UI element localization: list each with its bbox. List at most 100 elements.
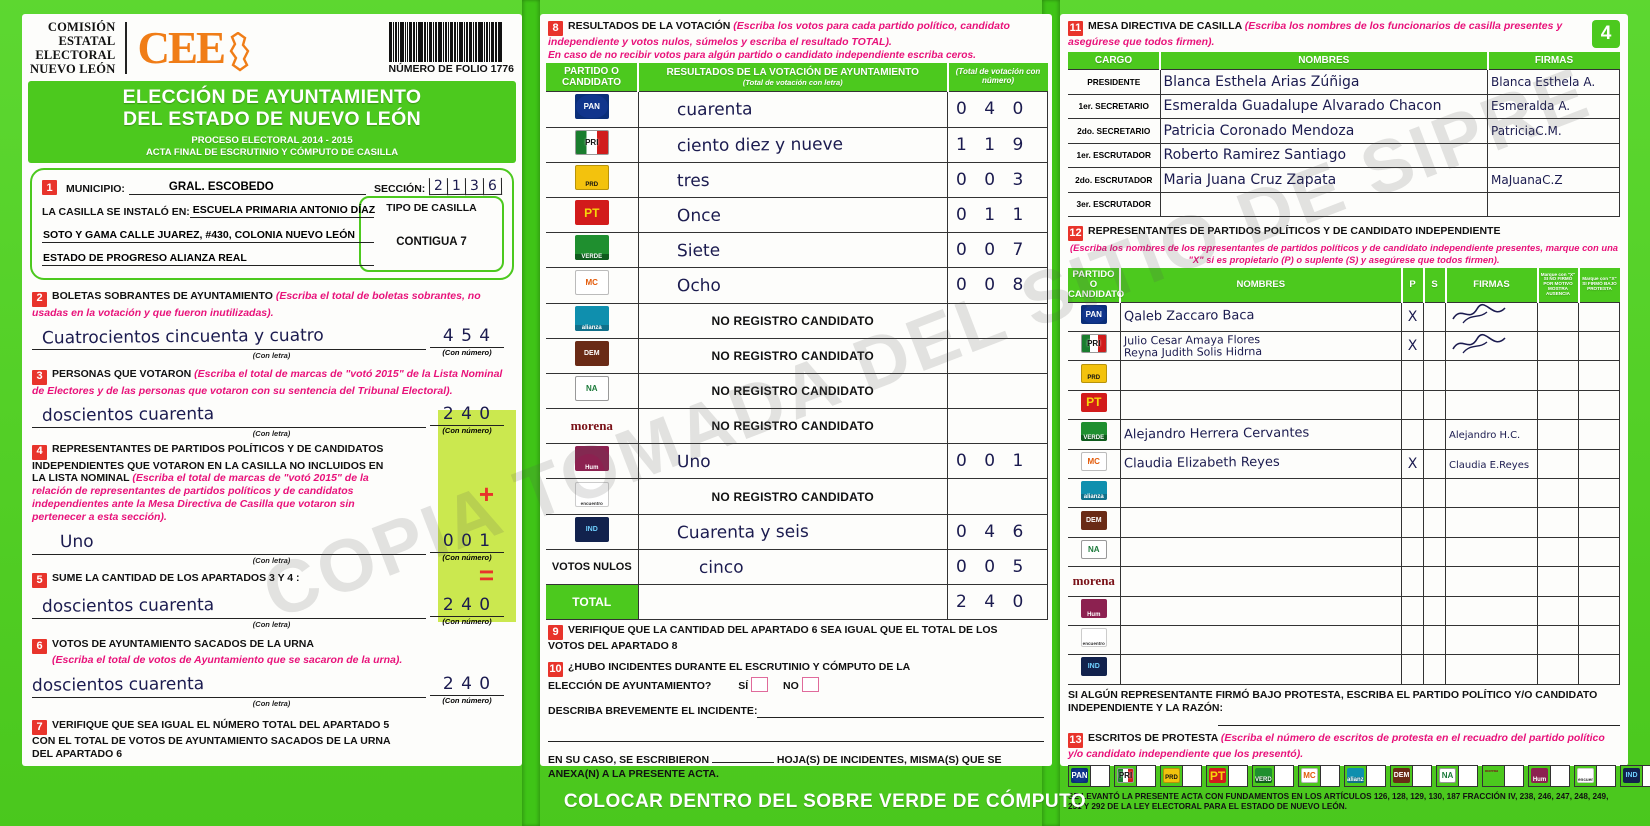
reps-propietario-mark[interactable]: X	[1407, 338, 1418, 355]
escrito-protesta-cell[interactable]	[1620, 764, 1650, 787]
reps-no-firmo-cell[interactable]	[1537, 507, 1579, 538]
mesa-nombre-value[interactable]: Esmeralda Guadalupe Alvarado Chacon	[1163, 98, 1442, 115]
escrito-protesta-input[interactable]	[1090, 765, 1109, 786]
reps-firma-cell[interactable]: Claudia E.Reyes	[1445, 448, 1538, 479]
mesa-nombre-cell[interactable]: Blanca Esthela Arias Zúñiga	[1159, 69, 1488, 95]
votes-letters-cell[interactable]: cuarenta	[637, 91, 948, 128]
seccion-digits[interactable]: 2 1 3 6	[429, 178, 503, 196]
seccion-digit-0[interactable]: 2	[429, 178, 448, 196]
votes-letters-value[interactable]: ciento diez y nueve	[676, 134, 843, 156]
section-6-value-digits[interactable]: 2 4 0	[430, 674, 504, 696]
votes-digits-value[interactable]: 0 4 6	[956, 521, 1030, 542]
escrito-protesta-cell[interactable]	[1574, 764, 1616, 787]
reps-suplente-cell[interactable]	[1423, 448, 1446, 479]
votes-letters-cell[interactable]: ciento diez y nueve	[637, 126, 948, 163]
reps-propietario-cell[interactable]	[1401, 536, 1424, 568]
votes-digits-value[interactable]: 0 1 1	[956, 205, 1030, 226]
section-5-value-letters[interactable]: doscientos cuarenta	[41, 594, 215, 617]
votos-nulos-letters-value[interactable]: cinco	[698, 557, 744, 578]
reps-nombre-value[interactable]: Reyna Judith Solis Hidrna	[1123, 345, 1262, 360]
reps-bajo-protesta-cell[interactable]	[1578, 654, 1620, 685]
reps-firma-cell[interactable]	[1445, 654, 1538, 685]
reps-suplente-cell[interactable]	[1423, 566, 1446, 597]
reps-nombres-cell[interactable]	[1119, 389, 1402, 421]
reps-no-firmo-cell[interactable]	[1537, 536, 1579, 568]
mesa-nombre-value[interactable]: Maria Juana Cruz Zapata	[1163, 171, 1337, 188]
votes-digits-cell[interactable]: 0 0 7	[947, 232, 1048, 269]
mesa-firma-value[interactable]: MaJuanaC.Z	[1491, 172, 1563, 187]
votes-digits-cell[interactable]	[947, 302, 1048, 339]
votes-letters-cell[interactable]: Uno	[637, 443, 948, 480]
votes-digits-value[interactable]: 1 1 9	[956, 134, 1030, 155]
reps-firma-cell[interactable]	[1445, 477, 1538, 509]
municipio-value[interactable]: GRAL. ESCOBEDO	[168, 181, 274, 194]
section-4-value-letters[interactable]: Uno	[59, 531, 94, 552]
reps-no-firmo-cell[interactable]	[1537, 448, 1579, 479]
escrito-protesta-cell[interactable]	[1528, 764, 1570, 787]
escrito-protesta-cell[interactable]	[1436, 764, 1478, 787]
mesa-nombre-value[interactable]: Blanca Esthela Arias Zúñiga	[1163, 73, 1360, 90]
reps-suplente-cell[interactable]	[1423, 419, 1446, 450]
votes-letters-cell[interactable]: Once	[637, 196, 948, 234]
votes-letters-cell[interactable]: Ocho	[637, 267, 948, 304]
mesa-nombre-cell[interactable]: Maria Juana Cruz Zapata	[1159, 167, 1488, 193]
escrito-protesta-cell[interactable]	[1252, 764, 1294, 787]
reps-firma-cell[interactable]	[1445, 360, 1538, 391]
reps-bajo-protesta-cell[interactable]	[1578, 330, 1620, 362]
reps-nombres-cell[interactable]	[1119, 360, 1402, 391]
escrito-protesta-input[interactable]	[1550, 765, 1569, 786]
mesa-nombre-cell[interactable]	[1159, 191, 1488, 217]
reps-no-firmo-cell[interactable]	[1537, 419, 1579, 450]
reps-nombres-cell[interactable]: Alejandro Herrera Cervantes	[1119, 419, 1402, 450]
protest-reason-input[interactable]	[1218, 716, 1620, 726]
reps-bajo-protesta-cell[interactable]	[1578, 507, 1620, 538]
reps-nombre-value[interactable]: Qaleb Zaccaro Baca	[1123, 308, 1255, 325]
votos-nulos-digits-value[interactable]: 0 0 5	[956, 556, 1030, 577]
section-4-value-digits[interactable]: 0 0 1	[430, 531, 504, 553]
votes-digits-cell[interactable]: 0 4 6	[947, 513, 1048, 550]
total-digits-cell[interactable]: 2 4 0	[947, 583, 1048, 621]
reps-suplente-cell[interactable]	[1423, 595, 1446, 626]
reps-nombres-cell[interactable]: Julio Cesar Amaya Flores Reyna Judith Sol…	[1119, 330, 1402, 362]
reps-nombres-cell[interactable]	[1119, 507, 1402, 538]
reps-nombre-value[interactable]: Alejandro Herrera Cervantes	[1123, 425, 1309, 443]
escrito-protesta-cell[interactable]	[1206, 764, 1248, 787]
reps-propietario-cell[interactable]	[1401, 507, 1424, 538]
reps-firma-cell[interactable]	[1445, 389, 1538, 421]
address-line-3[interactable]: ESTADO DE PROGRESO ALIANZA REAL	[43, 252, 247, 265]
votes-letters-cell[interactable]: tres	[637, 161, 948, 198]
reps-firma-value[interactable]: Claudia E.Reyes	[1449, 459, 1530, 471]
votes-digits-value[interactable]: 0 0 7	[956, 240, 1030, 261]
reps-suplente-cell[interactable]	[1423, 536, 1446, 568]
reps-bajo-protesta-cell[interactable]	[1578, 566, 1620, 597]
reps-propietario-cell[interactable]	[1401, 566, 1424, 597]
votos-nulos-letters-cell[interactable]: cinco	[637, 548, 948, 586]
reps-suplente-cell[interactable]	[1423, 389, 1446, 421]
reps-nombres-cell[interactable]: Claudia Elizabeth Reyes	[1119, 448, 1402, 479]
seccion-digit-2[interactable]: 3	[465, 178, 484, 196]
mesa-nombre-cell[interactable]: Patricia Coronado Mendoza	[1159, 118, 1488, 144]
votes-letters-value[interactable]: cuarenta	[676, 99, 753, 121]
mesa-nombre-cell[interactable]: Esmeralda Guadalupe Alvarado Chacon	[1159, 93, 1488, 119]
reps-firma-cell[interactable]	[1445, 301, 1538, 333]
address-line-2[interactable]: SOTO Y GAMA CALLE JUAREZ, #430, COLONIA …	[43, 229, 355, 242]
reps-propietario-cell[interactable]	[1401, 477, 1424, 509]
mesa-firma-value[interactable]: PatriciaC.M.	[1491, 123, 1562, 138]
reps-propietario-cell[interactable]	[1401, 654, 1424, 685]
votes-digits-cell[interactable]: 0 0 3	[947, 161, 1048, 198]
no-checkbox[interactable]	[801, 677, 819, 693]
reps-nombres-cell[interactable]: Qaleb Zaccaro Baca	[1119, 301, 1402, 333]
mesa-firma-value[interactable]: Blanca Esthela A.	[1491, 74, 1596, 89]
escrito-protesta-cell[interactable]: morena	[1482, 764, 1524, 787]
reps-no-firmo-cell[interactable]	[1537, 624, 1579, 656]
reps-bajo-protesta-cell[interactable]	[1578, 448, 1620, 479]
section-3-value-digits[interactable]: 2 4 0	[430, 404, 504, 427]
reps-propietario-cell[interactable]	[1401, 595, 1424, 626]
escrito-protesta-cell[interactable]	[1114, 764, 1156, 787]
incidente-input-line-1[interactable]	[757, 706, 1044, 718]
reps-suplente-cell[interactable]	[1423, 360, 1446, 391]
reps-firma-cell[interactable]	[1445, 330, 1538, 362]
mesa-firma-value[interactable]: Esmeralda A.	[1491, 99, 1571, 114]
mesa-firma-cell[interactable]: Blanca Esthela A.	[1487, 69, 1620, 95]
reps-nombres-cell[interactable]	[1119, 654, 1402, 685]
